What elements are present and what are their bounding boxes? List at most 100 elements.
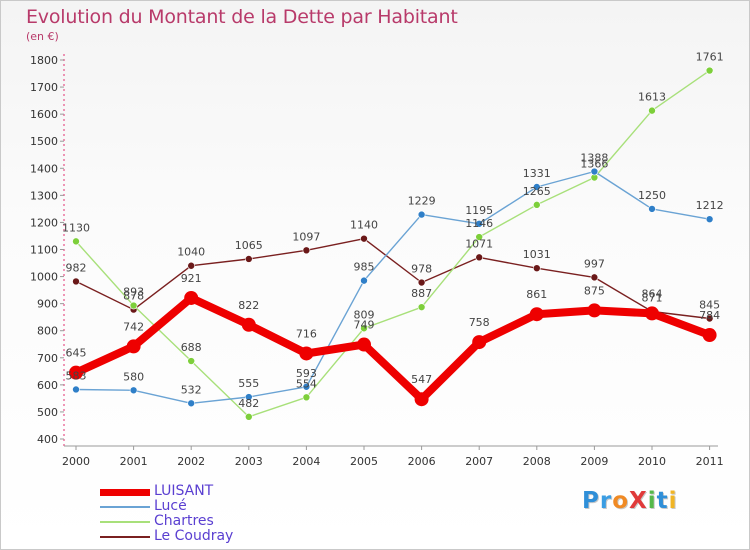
data-label-luisant: 716 <box>296 327 317 340</box>
y-tick-label: 1700 <box>30 81 58 94</box>
data-label-chartres: 482 <box>238 397 259 410</box>
series-line-le-coudray <box>75 237 711 320</box>
data-point-luisant <box>69 365 83 380</box>
data-point-le-coudray <box>475 253 484 262</box>
logo-letter: r <box>599 488 613 514</box>
y-tick-label: 1400 <box>30 162 58 175</box>
data-point-luisant <box>357 337 371 352</box>
data-point-luisant <box>184 290 199 305</box>
data-point-le-coudray <box>705 314 714 323</box>
data-label-chartres: 809 <box>354 308 375 321</box>
data-point-chartres <box>245 413 253 421</box>
data-label-le-coudray: 1097 <box>292 230 320 243</box>
data-point-luisant <box>587 303 602 318</box>
legend-swatch-luce <box>100 506 150 508</box>
legend-label: LUISANT <box>154 483 214 499</box>
data-point-le-coudray <box>417 278 426 287</box>
legend-item-le-coudray: Le Coudray <box>100 528 320 544</box>
data-label-luisant: 875 <box>584 284 605 297</box>
y-tick-label: 1100 <box>30 244 58 257</box>
data-label-le-coudray: 878 <box>123 290 144 303</box>
data-point-chartres <box>360 324 368 333</box>
data-label-le-coudray: 845 <box>699 299 720 312</box>
proxiti-logo: ProXiti <box>582 488 678 514</box>
y-tick-label: 1800 <box>30 54 58 67</box>
data-label-luisant: 749 <box>354 319 375 332</box>
x-tick-label: 2004 <box>292 455 320 468</box>
data-label-luisant: 758 <box>469 316 490 329</box>
data-label-le-coudray: 1040 <box>177 246 205 259</box>
y-tick-label: 800 <box>37 325 58 338</box>
x-tick-label: 2007 <box>465 455 493 468</box>
data-label-luce: 1388 <box>580 152 608 165</box>
x-tick-label: 2009 <box>580 455 608 468</box>
data-label-le-coudray: 1071 <box>465 237 493 250</box>
data-label-chartres: 1265 <box>523 185 551 198</box>
legend-swatch-le-coudray <box>100 536 150 538</box>
data-label-luce: 583 <box>66 369 87 382</box>
data-point-luisant <box>299 346 314 361</box>
data-point-luisant <box>414 392 429 407</box>
y-tick-label: 1600 <box>30 108 58 121</box>
y-tick-label: 400 <box>37 433 58 446</box>
x-tick-label: 2001 <box>120 455 148 468</box>
data-label-luisant: 547 <box>411 373 432 386</box>
data-label-le-coudray: 871 <box>642 291 663 304</box>
data-point-luce <box>360 276 368 285</box>
y-tick-label: 600 <box>37 379 58 392</box>
data-point-chartres <box>475 233 484 241</box>
data-point-le-coudray <box>532 264 541 272</box>
data-point-chartres <box>417 303 426 311</box>
data-point-luce <box>72 385 80 394</box>
data-label-luce: 593 <box>296 367 317 380</box>
legend: LUISANT Lucé Chartres Le Coudray <box>100 483 320 544</box>
data-label-le-coudray: 997 <box>584 257 605 270</box>
data-point-luce <box>302 382 311 391</box>
legend-item-luisant: LUISANT <box>100 483 320 499</box>
data-label-chartres: 1613 <box>638 91 666 104</box>
data-label-le-coudray: 1140 <box>350 219 378 232</box>
data-label-luce: 1195 <box>465 204 493 217</box>
data-point-chartres <box>129 301 138 310</box>
x-tick-label: 2000 <box>62 455 90 468</box>
series-line-luisant <box>72 294 714 404</box>
logo-letter: i <box>647 488 657 514</box>
data-label-luce: 580 <box>123 370 144 383</box>
y-tick-label: 500 <box>37 406 58 419</box>
data-label-luisant: 822 <box>238 299 259 312</box>
data-label-chartres: 1366 <box>580 157 608 170</box>
data-point-le-coudray <box>360 234 368 243</box>
data-label-luce: 985 <box>354 261 375 274</box>
y-tick-label: 900 <box>37 298 58 311</box>
data-label-luce: 555 <box>238 377 259 390</box>
data-point-luisant <box>241 317 256 332</box>
y-tick-label: 1500 <box>30 135 58 148</box>
data-label-luce: 1229 <box>408 195 436 208</box>
data-label-le-coudray: 1065 <box>235 239 263 252</box>
data-point-chartres <box>705 66 714 75</box>
data-point-le-coudray <box>590 273 599 282</box>
x-tick-label: 2002 <box>177 455 205 468</box>
data-point-luce <box>129 386 138 395</box>
legend-label: Le Coudray <box>154 528 234 544</box>
data-point-luisant <box>472 335 487 350</box>
data-point-chartres <box>648 106 656 115</box>
data-point-luce <box>475 219 484 228</box>
data-label-le-coudray: 982 <box>66 261 87 274</box>
chart-title: Evolution du Montant de la Dette par Hab… <box>26 6 458 28</box>
data-point-luce <box>590 167 599 176</box>
data-point-luce <box>532 183 541 191</box>
data-point-luisant <box>702 328 717 343</box>
logo-letter: X <box>629 488 648 514</box>
data-point-luce <box>245 393 253 401</box>
data-label-chartres: 893 <box>123 286 144 299</box>
data-point-luisant <box>126 339 141 354</box>
data-label-luisant: 784 <box>699 309 720 322</box>
logo-letter: t <box>656 488 669 514</box>
legend-item-luce: Lucé <box>100 498 320 514</box>
x-tick-label: 2003 <box>235 455 263 468</box>
data-point-le-coudray <box>72 277 80 286</box>
data-point-le-coudray <box>245 255 253 263</box>
data-label-luisant: 861 <box>526 288 547 301</box>
